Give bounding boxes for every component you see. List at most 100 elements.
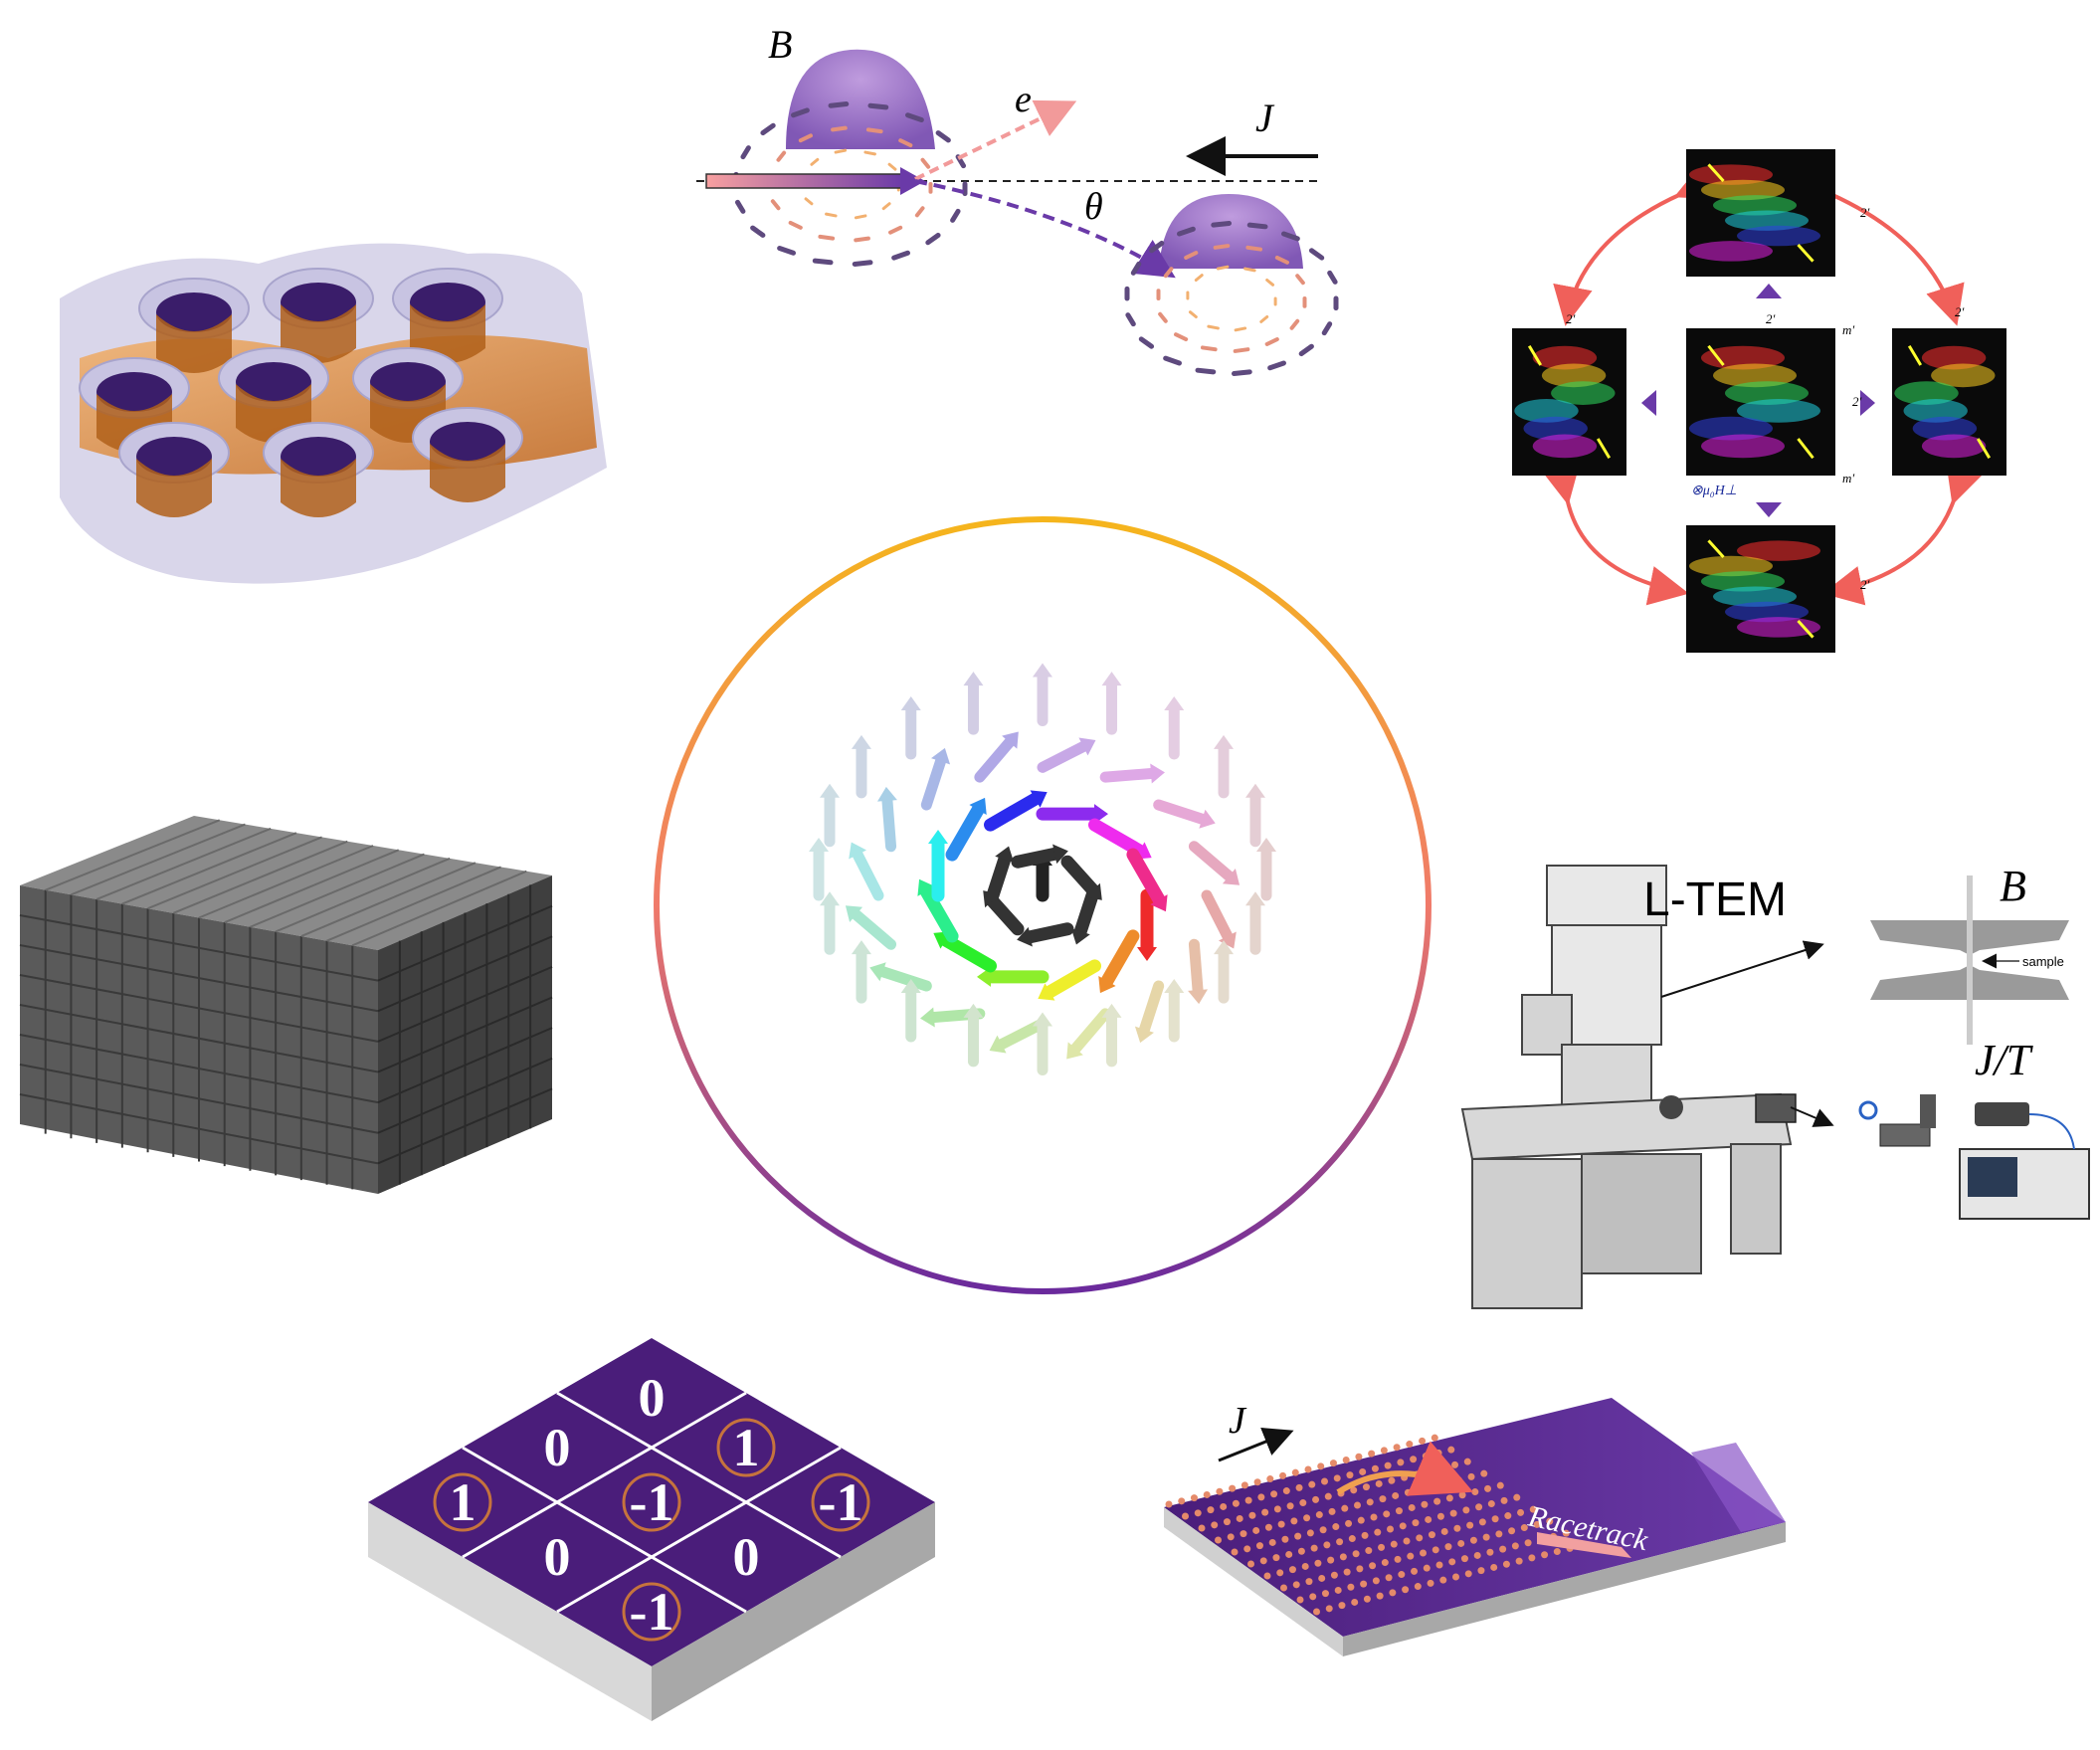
cube-grid-line: [147, 836, 322, 910]
racetrack-skyrmion-dot: [1431, 1434, 1438, 1442]
skyrmion-left-spin: [776, 150, 787, 162]
racetrack-skyrmion-dot: [1404, 1488, 1412, 1496]
central-spin-arrowhead: [1094, 804, 1108, 825]
racetrack-skyrmion-dot: [1420, 1549, 1427, 1557]
central-spin-arrowhead: [820, 891, 841, 906]
current-bar-arrow-head: [900, 167, 925, 195]
central-spin-arrowhead: [869, 962, 886, 982]
racetrack-skyrmion-dot: [1355, 1453, 1363, 1460]
skyrmion-left-spin: [887, 162, 897, 171]
skyrmion-tube-lattice: [60, 243, 607, 584]
racetrack-current-label: J: [1229, 1400, 1247, 1442]
central-spin-arrow: [1060, 855, 1099, 896]
racetrack-skyrmion-dot: [1408, 1503, 1416, 1511]
symmetry-label-right: 2′: [1955, 304, 1965, 319]
grid-cell-value: 0: [544, 1527, 571, 1587]
skyrmion-left-spin: [867, 102, 889, 110]
skyrmion-trajectory-arrow: [914, 179, 1176, 279]
skyrmion-dome-left: [786, 49, 935, 149]
skyrmion-right-spin: [1289, 318, 1300, 330]
magnetization-band: [1725, 601, 1809, 623]
magnetization-band: [1689, 416, 1773, 441]
racetrack-device: J Racetrack: [1164, 1398, 1786, 1656]
cube-grid-line: [351, 870, 527, 947]
cube-grid-line: [71, 823, 246, 896]
racetrack-skyrmion-dot: [1354, 1501, 1361, 1509]
central-spin-arrow: [1088, 818, 1147, 858]
skyrmion-left-spin: [914, 206, 925, 218]
cube-grid-line: [172, 840, 348, 914]
skyrmion-right-spin: [1216, 265, 1230, 271]
domain-arrow: [1907, 344, 1923, 366]
racetrack-skyrmion-dot: [1361, 1531, 1369, 1539]
racetrack-current-arrow: [1218, 1427, 1294, 1462]
skyrmion-right-spin: [1213, 244, 1231, 250]
racetrack-skyrmion-dot: [1244, 1496, 1252, 1504]
skyrmion-right-spin: [1130, 261, 1142, 276]
racetrack-skyrmion-dot: [1496, 1481, 1504, 1489]
magnetization-band: [1725, 210, 1809, 231]
transition-arrow-bottom-right: [1822, 461, 1985, 606]
racetrack-skyrmion-dot: [1227, 1533, 1235, 1541]
grid-skyrmion: [433, 1472, 492, 1532]
racetrack-skyrmion-dot: [1471, 1488, 1479, 1496]
racetrack-skyrmion-dot: [1182, 1512, 1189, 1520]
racetrack-skyrmion-dot: [1502, 1560, 1510, 1568]
cube-grid-line: [19, 1064, 379, 1134]
central-spin-arrowhead: [920, 1007, 935, 1028]
central-spin-arrow: [1011, 847, 1061, 869]
pointer-arrow-source: [1790, 1106, 1834, 1127]
racetrack-skyrmion-dot: [1529, 1505, 1537, 1513]
racetrack-skyrmion-dot: [1508, 1527, 1516, 1535]
racetrack-skyrmion-dot: [1434, 1449, 1442, 1457]
skyrmion-left-spin: [740, 145, 751, 160]
racetrack-skyrmion-dot: [1392, 1491, 1400, 1499]
racetrack-skyrmion-dot: [1406, 1441, 1414, 1449]
cube-grid-line: [198, 845, 374, 919]
central-spin-arrow: [986, 853, 1012, 902]
central-spin-arrowhead: [963, 1003, 984, 1018]
skyrmion-left-spin: [734, 199, 746, 214]
stage-post: [1920, 1094, 1936, 1128]
racetrack-skyrmion-dot: [1467, 1472, 1475, 1480]
racetrack-skyrmion-dot: [1338, 1602, 1346, 1610]
domain-arrow: [1707, 163, 1725, 183]
grid-cell-value: 0: [639, 1368, 666, 1428]
skyrmion-right-spin: [1195, 367, 1217, 375]
racetrack-skyrmion-dot: [1421, 1500, 1429, 1508]
racetrack-skyrmion-dot: [1292, 1581, 1300, 1589]
racetrack-skyrmion-dot: [1348, 1535, 1356, 1543]
electron-label-e: e: [1015, 79, 1032, 120]
central-spin-arrow: [1073, 888, 1099, 938]
central-spin-arrow: [1188, 938, 1204, 996]
lattice-tube-body: [281, 459, 356, 517]
central-spin-arrowhead: [1214, 940, 1235, 955]
central-spin-arrowhead: [900, 978, 921, 993]
sample-label: sample: [2022, 954, 2064, 969]
lattice-tube-body: [410, 304, 485, 363]
racetrack-skyrmion-dot: [1500, 1496, 1508, 1504]
stage-mount: [1879, 1123, 1931, 1147]
microscope-desk-leg: [1730, 1143, 1782, 1255]
racetrack-skyrmion-dot: [1268, 1538, 1276, 1546]
racetrack-skyrmion-dot: [1288, 1566, 1296, 1574]
skyrmion-right-spin: [1327, 270, 1338, 285]
stage-cylinder: [1975, 1102, 2029, 1126]
skyrmion-right-spin: [1295, 274, 1305, 286]
racetrack-skyrmion-dot: [1299, 1499, 1307, 1507]
racetrack-skyrmion-dot: [1247, 1560, 1254, 1568]
central-spin-arrowhead: [851, 940, 871, 955]
central-spin-arrowhead: [820, 783, 841, 798]
magnetization-band: [1737, 399, 1820, 423]
central-spin-arrowhead: [849, 842, 867, 860]
skyrmion-left-spin: [804, 197, 814, 206]
skyrmion-right-spin: [1174, 332, 1189, 342]
racetrack-skyrmion-dot: [1270, 1490, 1278, 1498]
racetrack-skyrmion-dot: [1223, 1518, 1231, 1526]
racetrack-skyrmion-dot: [1295, 1483, 1303, 1491]
racetrack-skyrmion-dot: [1491, 1515, 1499, 1523]
racetrack-skyrmion-dot: [1296, 1596, 1304, 1604]
racetrack-skyrmion-dot: [1411, 1567, 1419, 1575]
central-spin-arrow: [1043, 959, 1101, 999]
racetrack-skyrmion-dot: [1478, 1518, 1486, 1526]
